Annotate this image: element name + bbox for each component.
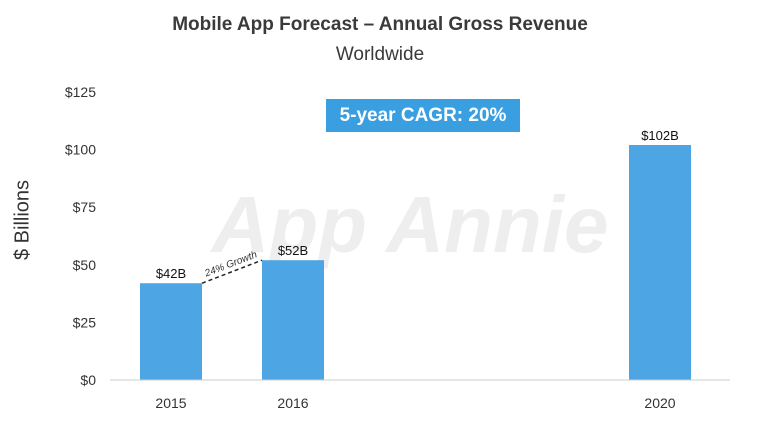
- data-label: $102B: [641, 128, 679, 143]
- data-label-group: $42B $52B $102B: [156, 128, 679, 281]
- cagr-badge: 5-year CAGR: 20%: [326, 99, 520, 132]
- y-tick-label: $75: [73, 199, 97, 215]
- y-tick-label: $100: [65, 142, 96, 158]
- x-tick-group: 2015 2016 2020: [155, 395, 675, 411]
- bar-group: [140, 144, 691, 380]
- data-label: $42B: [156, 266, 186, 281]
- x-tick-label: 2015: [155, 395, 186, 411]
- chart-subtitle: Worldwide: [335, 44, 425, 65]
- bar: [629, 144, 691, 380]
- growth-dashed-line: [201, 259, 263, 284]
- y-tick-label: $50: [73, 257, 97, 273]
- y-tick-label: $125: [65, 84, 96, 100]
- y-tick-group: $0 $25 $50 $75 $100 $125: [65, 84, 96, 388]
- x-tick-label: 2016: [277, 395, 308, 411]
- y-tick-label: $25: [73, 314, 97, 330]
- bar: [262, 260, 324, 380]
- y-tick-label: $0: [80, 372, 96, 388]
- x-tick-label: 2020: [644, 395, 675, 411]
- bar: [140, 283, 202, 380]
- chart-title: Mobile App Forecast – Annual Gross Reven…: [172, 14, 588, 35]
- data-label: $52B: [278, 243, 308, 258]
- watermark: App Annie: [210, 180, 609, 269]
